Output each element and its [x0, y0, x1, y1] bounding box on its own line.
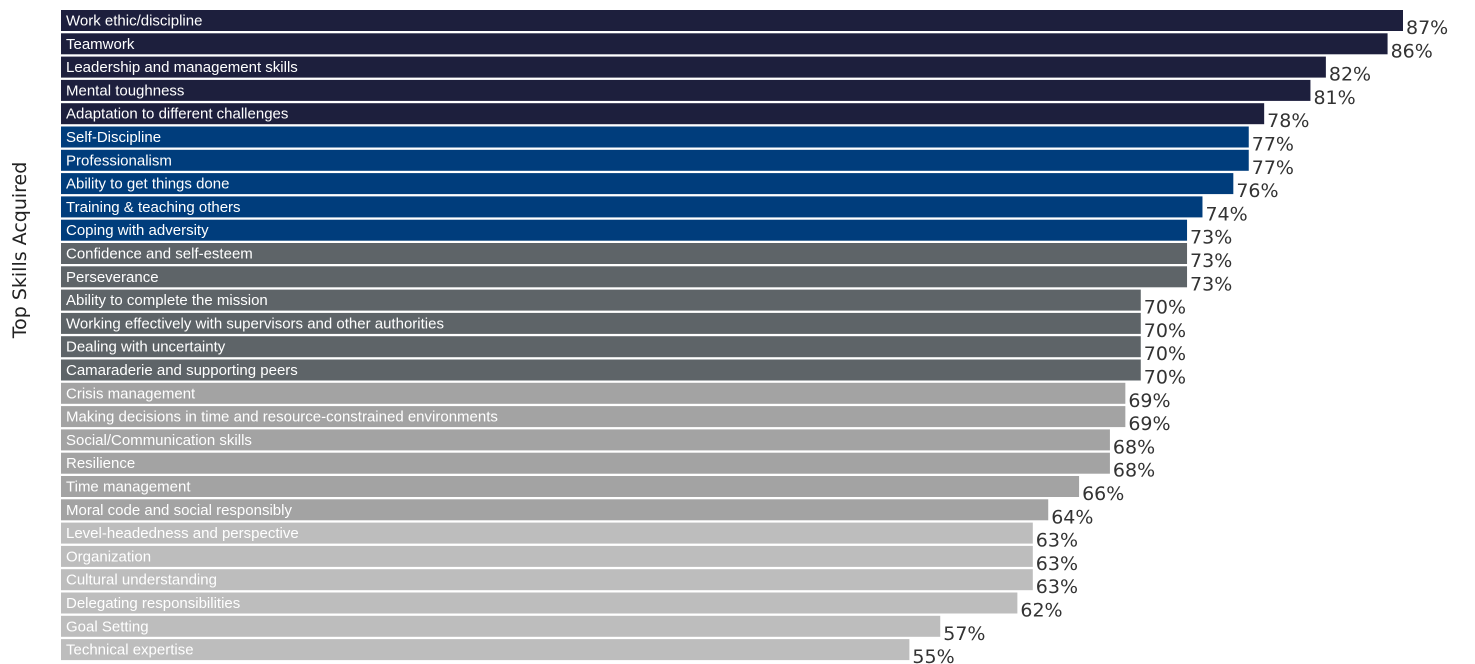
bar — [61, 79, 1311, 101]
category-label: Ability to get things done — [66, 176, 229, 193]
category-label: Training & teaching others — [66, 199, 241, 216]
bar — [61, 545, 1033, 567]
category-label: Adaptation to different challenges — [66, 106, 288, 123]
bar — [61, 312, 1141, 334]
value-label: 63% — [1036, 553, 1078, 575]
value-label: 69% — [1128, 413, 1170, 435]
category-label: Delegating responsibilities — [66, 595, 240, 612]
category-label: Making decisions in time and resource-co… — [66, 409, 498, 426]
bar — [61, 522, 1033, 544]
bar — [61, 173, 1234, 195]
value-label: 69% — [1128, 390, 1170, 412]
value-label: 70% — [1144, 343, 1186, 365]
value-label: 57% — [943, 623, 985, 645]
value-label: 55% — [912, 646, 954, 664]
bar — [61, 103, 1265, 125]
value-label: 63% — [1036, 530, 1078, 552]
bar — [61, 452, 1110, 474]
value-label: 64% — [1051, 506, 1093, 528]
value-label: 73% — [1190, 227, 1232, 249]
bars-group: Work ethic/discipline 87% Teamwork 86% Leade… — [61, 10, 1448, 664]
value-label: 70% — [1144, 320, 1186, 342]
value-label: 62% — [1020, 600, 1062, 622]
category-label: Dealing with uncertainty — [66, 339, 226, 356]
bar — [61, 406, 1126, 428]
bar — [61, 336, 1141, 358]
bar — [61, 429, 1110, 451]
category-label: Camaraderie and supporting peers — [66, 362, 298, 379]
value-label: 86% — [1391, 40, 1433, 62]
value-label: 68% — [1113, 436, 1155, 458]
bar — [61, 592, 1018, 614]
category-label: Social/Communication skills — [66, 432, 252, 449]
value-label: 82% — [1329, 64, 1371, 86]
category-label: Working effectively with supervisors and… — [66, 315, 444, 332]
value-label: 76% — [1236, 180, 1278, 202]
category-label: Mental toughness — [66, 82, 184, 99]
category-label: Coping with adversity — [66, 222, 209, 239]
bar — [61, 615, 941, 637]
bar — [61, 33, 1388, 55]
value-label: 77% — [1252, 157, 1294, 179]
value-label: 78% — [1267, 110, 1309, 132]
bar — [61, 149, 1249, 171]
value-label: 68% — [1113, 460, 1155, 482]
bar — [61, 639, 910, 661]
bar — [61, 289, 1141, 311]
category-label: Teamwork — [66, 36, 135, 53]
y-axis-title: Top Skills Acquired — [9, 162, 31, 340]
bar — [61, 499, 1049, 521]
bar — [61, 569, 1033, 591]
bar — [61, 243, 1188, 264]
category-label: Cultural understanding — [66, 572, 217, 589]
category-label: Crisis management — [66, 385, 196, 402]
value-label: 70% — [1144, 297, 1186, 319]
value-label: 87% — [1406, 17, 1448, 39]
category-label: Technical expertise — [66, 642, 194, 659]
value-label: 74% — [1205, 203, 1247, 225]
category-label: Time management — [66, 479, 191, 496]
bar — [61, 382, 1126, 404]
value-label: 73% — [1190, 273, 1232, 295]
category-label: Ability to complete the mission — [66, 292, 268, 309]
category-label: Leadership and management skills — [66, 59, 298, 76]
bar — [61, 219, 1188, 241]
bar — [61, 359, 1141, 381]
category-label: Organization — [66, 548, 151, 565]
category-label: Perseverance — [66, 269, 159, 286]
bar — [61, 196, 1203, 218]
value-label: 66% — [1082, 483, 1124, 505]
category-label: Goal Setting — [66, 618, 149, 635]
category-label: Moral code and social responsibly — [66, 502, 292, 519]
category-label: Professionalism — [66, 152, 172, 169]
category-label: Resilience — [66, 455, 135, 472]
category-label: Confidence and self-esteem — [66, 246, 253, 263]
bar — [61, 476, 1080, 497]
bar — [61, 266, 1188, 288]
category-label: Work ethic/discipline — [66, 13, 202, 30]
value-label: 63% — [1036, 576, 1078, 598]
value-label: 70% — [1144, 367, 1186, 389]
value-label: 81% — [1313, 87, 1355, 109]
category-label: Level-headedness and perspective — [66, 525, 299, 542]
bar — [61, 126, 1249, 148]
bar — [61, 56, 1326, 78]
value-label: 73% — [1190, 250, 1232, 272]
category-label: Self-Discipline — [66, 129, 161, 146]
bar — [61, 10, 1403, 31]
value-label: 77% — [1252, 134, 1294, 156]
